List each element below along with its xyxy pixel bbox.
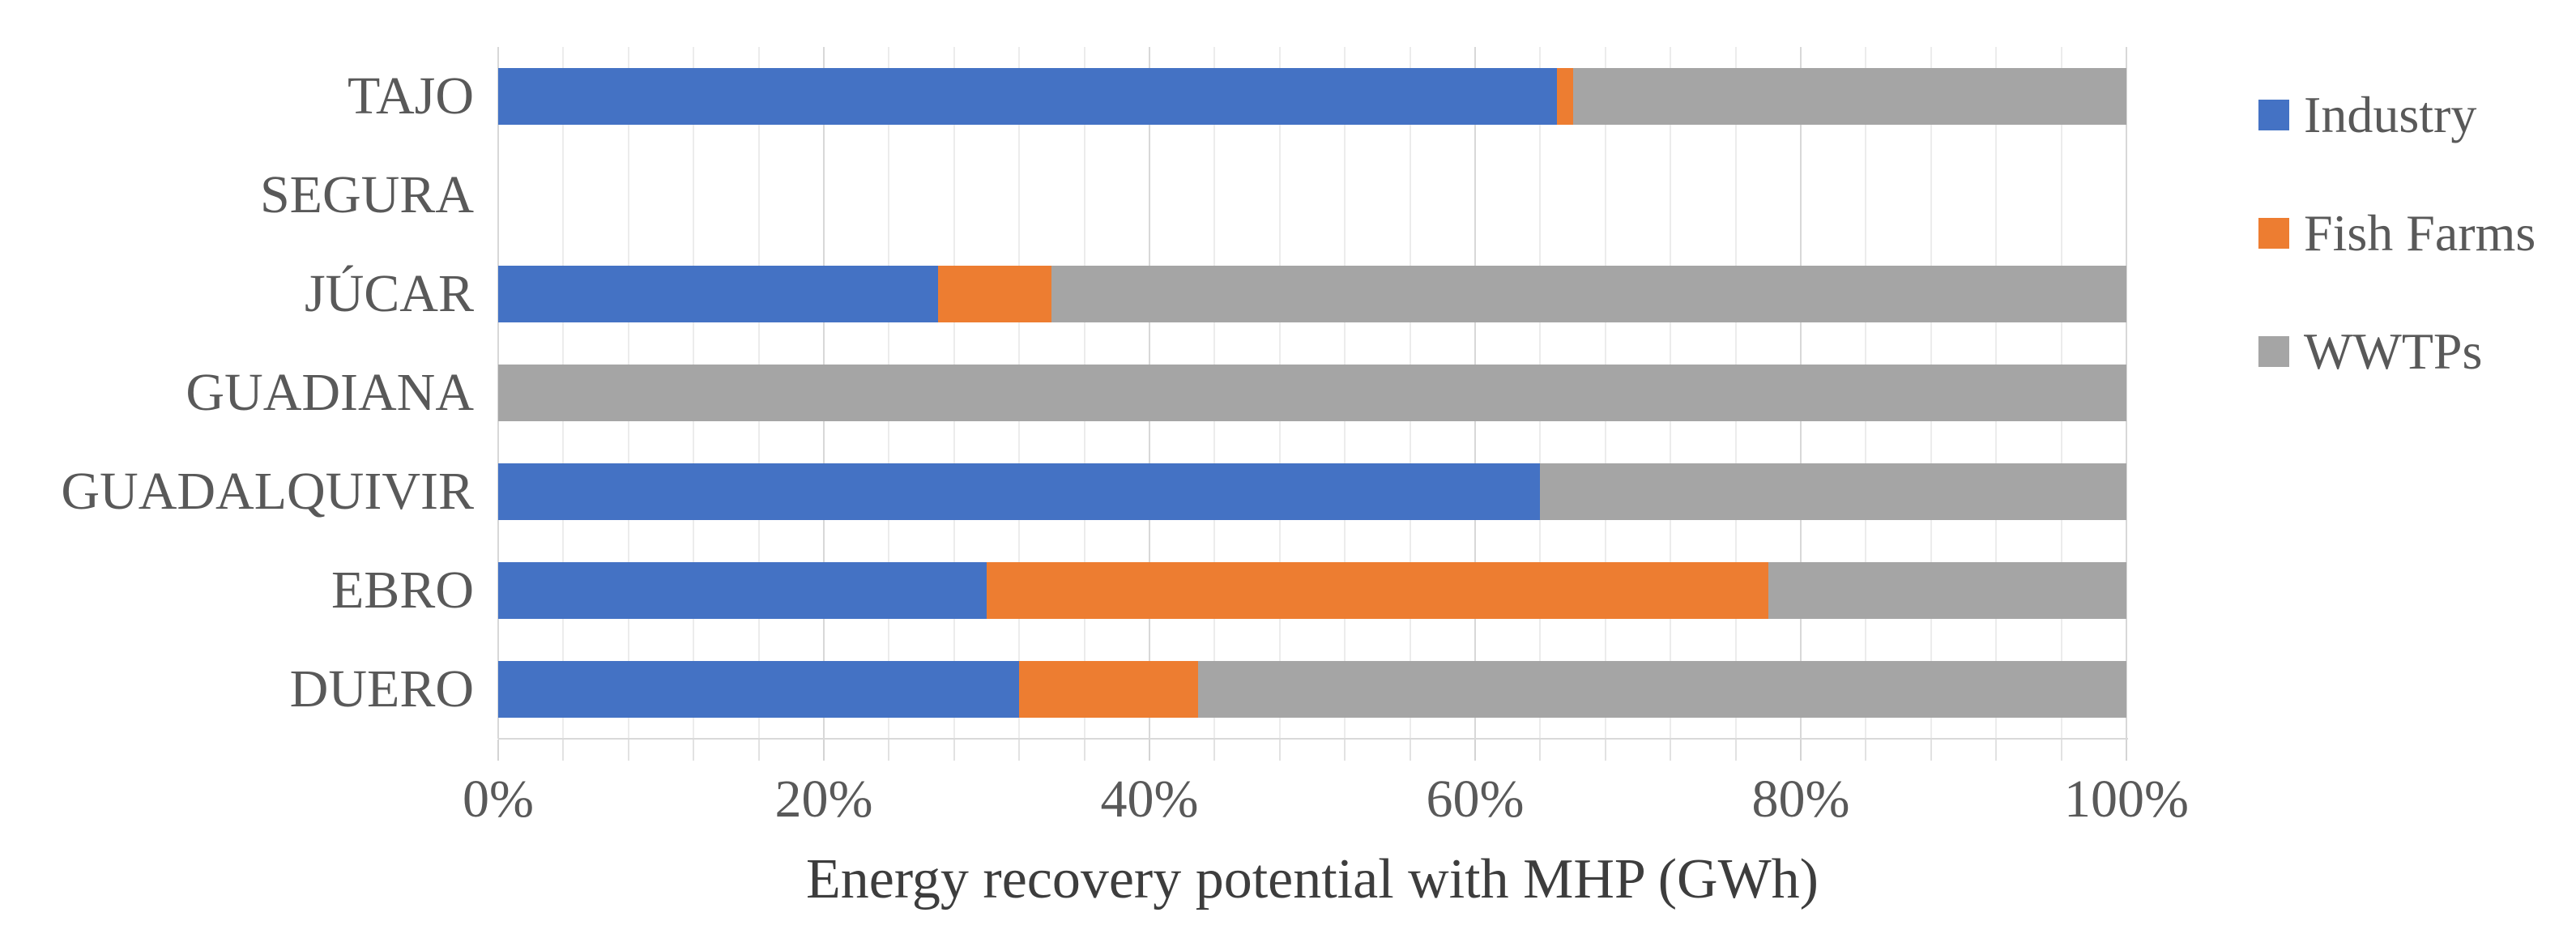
- x-axis-line: [498, 738, 2128, 740]
- bar-segment-fish-farms: [1556, 68, 1573, 125]
- x-tick-label: 40%: [1100, 770, 1199, 829]
- x-tick-label: 20%: [774, 770, 873, 829]
- axis-tick-mark: [1865, 740, 1867, 761]
- axis-tick-mark: [1604, 740, 1606, 761]
- bar-row: [498, 463, 2126, 520]
- bar-row: [498, 562, 2126, 619]
- axis-tick-mark: [1670, 740, 1672, 761]
- x-tick-label: 60%: [1426, 770, 1525, 829]
- bar-row: [498, 365, 2126, 421]
- legend-label: Fish Farms: [2304, 204, 2536, 262]
- axis-tick-mark: [757, 740, 760, 761]
- category-label: DUERO: [289, 659, 474, 719]
- axis-tick-mark: [1734, 740, 1737, 761]
- category-label: SEGURA: [259, 165, 474, 224]
- bar-segment-industry: [498, 68, 1557, 125]
- bar-row: [498, 266, 2126, 322]
- bar-segment-industry: [498, 562, 987, 619]
- axis-tick-mark: [693, 740, 695, 761]
- axis-tick-mark: [1930, 740, 1932, 761]
- bar-segment-wwtps: [1198, 661, 2126, 718]
- axis-tick-mark: [562, 740, 565, 761]
- bar-segment-wwtps: [1768, 562, 2126, 619]
- axis-tick-mark: [1083, 740, 1085, 761]
- bar-row: [498, 68, 2126, 125]
- bar-row: [498, 661, 2126, 718]
- axis-tick-mark: [823, 740, 825, 761]
- legend-label: Industry: [2304, 86, 2477, 143]
- axis-tick-mark: [1409, 740, 1411, 761]
- legend: Industry Fish Farms WWTPs: [2258, 81, 2535, 386]
- axis-tick-mark: [2060, 740, 2062, 761]
- x-tick-label: 0%: [463, 770, 534, 829]
- axis-tick-mark: [497, 740, 499, 761]
- category-label: TAJO: [347, 66, 474, 126]
- axis-tick-mark: [1278, 740, 1281, 761]
- axis-tick-mark: [2126, 740, 2127, 761]
- bar-segment-wwtps: [498, 365, 2126, 421]
- axis-tick-mark: [1149, 740, 1150, 761]
- axis-tick-mark: [1474, 740, 1476, 761]
- bar-segment-industry: [498, 661, 1020, 718]
- bar-segment-industry: [498, 266, 938, 322]
- axis-tick-mark: [1995, 740, 1998, 761]
- legend-swatch-icon: [2258, 100, 2289, 130]
- legend-label: WWTPs: [2304, 322, 2483, 380]
- x-tick-label: 100%: [2064, 770, 2189, 829]
- legend-swatch-icon: [2258, 218, 2289, 249]
- legend-swatch-icon: [2258, 336, 2289, 367]
- x-axis-title: Energy recovery potential with MHP (GWh): [806, 848, 1819, 910]
- legend-item: Fish Farms: [2258, 199, 2535, 267]
- bar-segment-fish-farms: [987, 562, 1768, 619]
- bar-segment-wwtps: [1572, 68, 2126, 125]
- axis-tick-mark: [1018, 740, 1021, 761]
- bar-segment-wwtps: [1540, 463, 2126, 520]
- category-label: EBRO: [331, 561, 474, 620]
- bar-segment-industry: [498, 463, 1541, 520]
- axis-tick-mark: [1539, 740, 1542, 761]
- bar-row: [498, 167, 2126, 224]
- legend-item: WWTPs: [2258, 318, 2535, 386]
- axis-tick-mark: [627, 740, 629, 761]
- category-label: JÚCAR: [304, 264, 474, 323]
- axis-tick-mark: [1213, 740, 1216, 761]
- bar-segment-wwtps: [1051, 266, 2126, 322]
- axis-tick-mark: [1800, 740, 1802, 761]
- category-label: GUADALQUIVIR: [61, 462, 474, 521]
- major-gridline: [2126, 47, 2127, 739]
- axis-tick-mark: [953, 740, 955, 761]
- legend-item: Industry: [2258, 81, 2535, 149]
- category-label: GUADIANA: [186, 363, 474, 422]
- bar-segment-fish-farms: [1019, 661, 1199, 718]
- x-tick-label: 80%: [1751, 770, 1850, 829]
- axis-tick-mark: [1344, 740, 1346, 761]
- bar-segment-fish-farms: [937, 266, 1052, 322]
- axis-tick-mark: [888, 740, 890, 761]
